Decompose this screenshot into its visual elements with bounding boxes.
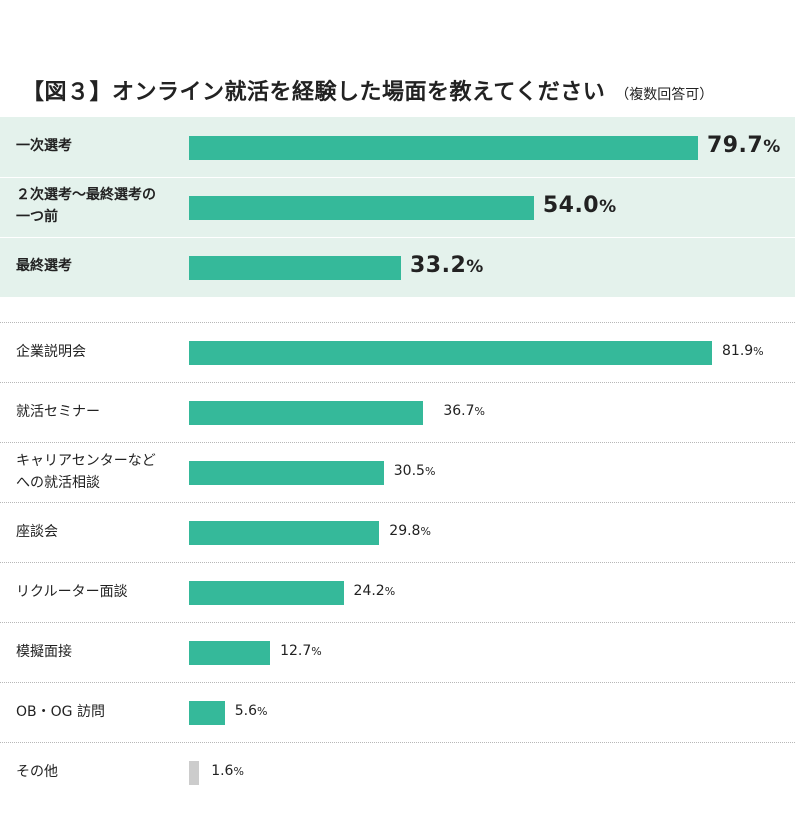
chart-row: 座談会 29.8% bbox=[0, 502, 795, 562]
value-unit: % bbox=[424, 465, 436, 478]
value-number: 33.2 bbox=[410, 253, 467, 278]
chart-row: 最終選考 33.2% bbox=[0, 237, 795, 297]
data-bar bbox=[189, 461, 384, 485]
data-bar bbox=[189, 761, 200, 785]
category-label-line: OB・OG 訪問 bbox=[16, 704, 105, 720]
value-number: 81.9 bbox=[722, 343, 754, 359]
category-label: リクルーター面談 bbox=[16, 581, 128, 603]
chart-row: キャリアセンターなど への就活相談 30.5% bbox=[0, 442, 795, 502]
value-label: 36.7% bbox=[443, 403, 485, 419]
chart-row: 模擬面接 12.7% bbox=[0, 622, 795, 682]
category-label: 一次選考 bbox=[16, 135, 72, 157]
category-label-line: 就活セミナー bbox=[16, 404, 100, 420]
value-unit: % bbox=[233, 765, 244, 778]
category-label-line: 最終選考 bbox=[16, 258, 72, 274]
chart-title: 【図３】オンライン就活を経験した場面を教えてください bbox=[22, 80, 606, 105]
value-label: 79.7% bbox=[707, 133, 781, 158]
chart-row: 就活セミナー 36.7% bbox=[0, 382, 795, 442]
value-label: 54.0% bbox=[543, 193, 617, 218]
category-label-line: その他 bbox=[16, 764, 58, 780]
row-divider bbox=[0, 502, 795, 503]
category-label-line: ２次選考～最終選考の bbox=[16, 187, 156, 203]
chart-row: 一次選考 79.7% bbox=[0, 117, 795, 177]
value-unit: % bbox=[384, 585, 396, 598]
value-unit: % bbox=[753, 345, 764, 358]
value-number: 79.7 bbox=[706, 133, 764, 158]
value-number: 24.2 bbox=[353, 583, 385, 599]
row-divider bbox=[0, 562, 795, 563]
value-unit: % bbox=[311, 645, 322, 658]
data-bar bbox=[189, 136, 698, 160]
category-label-line: キャリアセンターなど bbox=[16, 453, 156, 469]
value-label: 30.5% bbox=[394, 463, 436, 479]
value-number: 12.7 bbox=[280, 643, 312, 659]
category-label: 座談会 bbox=[16, 521, 58, 543]
value-label: 24.2% bbox=[354, 583, 396, 599]
row-divider bbox=[0, 682, 795, 683]
value-unit: % bbox=[420, 525, 431, 538]
value-number: 54.0 bbox=[542, 193, 600, 218]
category-label-line: 一次選考 bbox=[16, 138, 72, 154]
category-label-line: リクルーター面談 bbox=[16, 584, 128, 600]
row-divider bbox=[0, 237, 795, 238]
chart-title-row: 【図３】オンライン就活を経験した場面を教えてください （複数回答可） bbox=[22, 74, 713, 106]
chart-row: 企業説明会 81.9% bbox=[0, 322, 795, 382]
value-label: 1.6% bbox=[211, 763, 244, 779]
chart-row: ２次選考～最終選考の 一つ前 54.0% bbox=[0, 177, 795, 237]
value-label: 29.8% bbox=[389, 523, 431, 539]
category-label: 最終選考 bbox=[16, 255, 72, 277]
value-number: 5.6 bbox=[234, 703, 258, 719]
chart-row: OB・OG 訪問 5.6% bbox=[0, 682, 795, 742]
data-bar bbox=[189, 196, 534, 220]
value-label: 33.2% bbox=[410, 253, 484, 278]
data-bar bbox=[189, 701, 225, 725]
value-label: 5.6% bbox=[235, 703, 268, 719]
category-label-line: 一つ前 bbox=[16, 209, 58, 225]
value-label: 12.7% bbox=[280, 643, 322, 659]
row-divider bbox=[0, 442, 795, 443]
category-label-line: 座談会 bbox=[16, 524, 58, 540]
data-bar bbox=[189, 521, 380, 545]
category-label: その他 bbox=[16, 761, 58, 783]
value-label: 81.9% bbox=[722, 343, 764, 359]
value-number: 30.5 bbox=[393, 463, 425, 479]
value-unit: % bbox=[257, 705, 268, 718]
value-number: 29.8 bbox=[389, 523, 421, 539]
value-unit: % bbox=[763, 137, 781, 157]
category-label: 企業説明会 bbox=[16, 341, 86, 363]
category-label: キャリアセンターなど への就活相談 bbox=[16, 450, 156, 494]
category-label-line: 模擬面接 bbox=[16, 644, 72, 660]
chart-row: その他 1.6% bbox=[0, 742, 795, 802]
chart-subtitle: （複数回答可） bbox=[615, 87, 714, 103]
row-divider bbox=[0, 177, 795, 178]
category-label: 就活セミナー bbox=[16, 401, 100, 423]
row-divider bbox=[0, 742, 795, 743]
category-label: 模擬面接 bbox=[16, 641, 72, 663]
chart-row: リクルーター面談 24.2% bbox=[0, 562, 795, 622]
category-label-line: への就活相談 bbox=[16, 475, 100, 491]
value-unit: % bbox=[599, 197, 617, 217]
data-bar bbox=[189, 256, 401, 280]
value-unit: % bbox=[466, 257, 484, 277]
row-divider bbox=[0, 382, 795, 383]
value-number: 36.7 bbox=[443, 403, 475, 419]
value-number: 1.6 bbox=[211, 763, 234, 779]
category-label-line: 企業説明会 bbox=[16, 344, 86, 360]
data-bar bbox=[189, 581, 344, 605]
data-bar bbox=[189, 341, 712, 365]
row-divider bbox=[0, 322, 795, 323]
data-bar bbox=[189, 641, 271, 665]
category-label: OB・OG 訪問 bbox=[16, 701, 105, 723]
row-divider bbox=[0, 622, 795, 623]
value-unit: % bbox=[474, 405, 485, 418]
category-label: ２次選考～最終選考の 一つ前 bbox=[16, 184, 156, 228]
data-bar bbox=[189, 401, 424, 425]
